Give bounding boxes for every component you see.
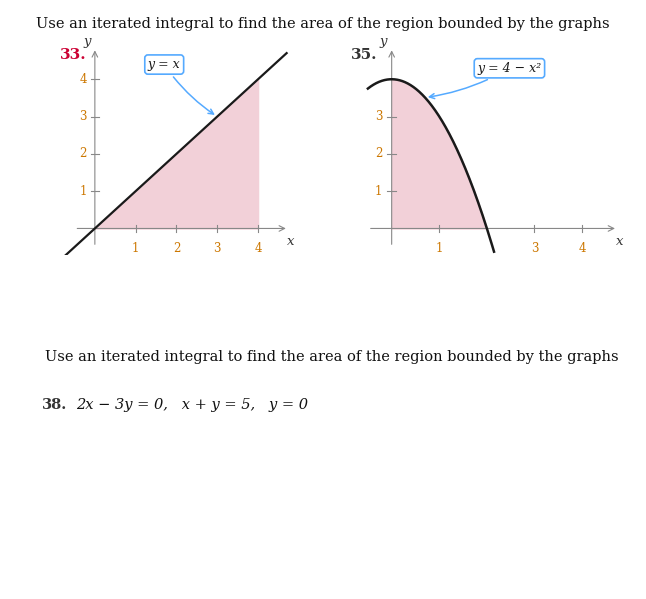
Text: 1: 1: [79, 184, 87, 198]
Text: Use an iterated integral to find the area of the region bounded by the graphs: Use an iterated integral to find the are…: [45, 350, 619, 364]
Text: y = 4 − x²: y = 4 − x²: [430, 62, 541, 99]
Text: Use an iterated integral to find the area of the region bounded by the graphs: Use an iterated integral to find the are…: [36, 17, 610, 31]
Text: 3: 3: [79, 110, 87, 123]
Text: 2x − 3y = 0,   x + y = 5,   y = 0: 2x − 3y = 0, x + y = 5, y = 0: [76, 398, 308, 412]
Text: 3: 3: [375, 110, 382, 123]
Text: 3: 3: [214, 241, 221, 255]
Text: 35.: 35.: [351, 47, 378, 62]
Text: 3: 3: [531, 241, 538, 255]
Text: 4: 4: [578, 241, 586, 255]
Text: y = x: y = x: [148, 58, 214, 114]
Text: x: x: [616, 235, 624, 248]
Text: y: y: [379, 35, 387, 47]
Text: x: x: [287, 235, 295, 248]
Text: 4: 4: [79, 72, 87, 86]
Text: y: y: [84, 35, 91, 47]
Text: 2: 2: [375, 147, 382, 161]
Text: 33.: 33.: [60, 47, 87, 62]
Text: 4: 4: [255, 241, 262, 255]
Text: 1: 1: [132, 241, 140, 255]
Text: 2: 2: [79, 147, 87, 161]
Text: 2: 2: [172, 241, 180, 255]
Text: 38.: 38.: [42, 398, 67, 412]
Text: 1: 1: [435, 241, 443, 255]
Text: 1: 1: [375, 184, 382, 198]
